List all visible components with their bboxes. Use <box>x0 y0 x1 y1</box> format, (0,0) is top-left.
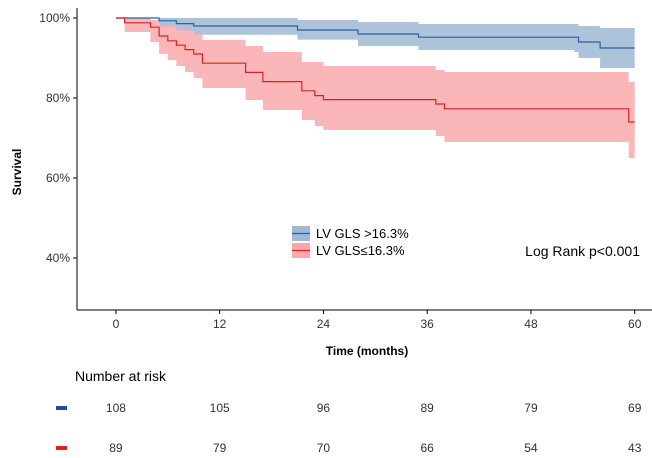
y-tick-label: 60% <box>46 171 70 185</box>
x-tick-label: 48 <box>524 317 538 331</box>
y-tick-label: 100% <box>39 11 70 25</box>
survival-curves <box>115 17 635 123</box>
risk-count: 79 <box>213 441 227 455</box>
legend-label-2: LV GLS≤16.3% <box>316 243 405 258</box>
y-tick-label: 80% <box>46 91 70 105</box>
x-axis-ticks: 0 12 24 36 48 60 <box>113 310 642 331</box>
confidence-band-2 <box>115 18 635 158</box>
risk-count: 43 <box>628 441 642 455</box>
risk-count: 89 <box>109 441 123 455</box>
x-axis-title: Time (months) <box>326 344 408 358</box>
risk-count: 70 <box>317 441 331 455</box>
confidence-band-1 <box>115 18 635 68</box>
risk-count: 54 <box>524 441 538 455</box>
y-axis-title: Survival <box>10 149 24 196</box>
risk-count: 66 <box>421 441 435 455</box>
axes <box>76 8 652 311</box>
risk-count: 69 <box>628 401 642 415</box>
risk-count: 96 <box>317 401 331 415</box>
risk-row-marker-2 <box>56 446 67 450</box>
risk-table: 108 105 96 89 79 69 89 79 70 66 54 43 <box>56 401 642 455</box>
x-tick-label: 36 <box>421 317 435 331</box>
confidence-bands <box>115 18 635 158</box>
legend: LV GLS >16.3% LV GLS≤16.3% <box>292 226 409 258</box>
x-tick-label: 60 <box>628 317 642 331</box>
legend-label-1: LV GLS >16.3% <box>316 226 409 241</box>
survival-curve-2 <box>115 17 635 123</box>
risk-count: 108 <box>106 401 126 415</box>
survival-curve-1 <box>115 17 635 49</box>
risk-count: 105 <box>210 401 230 415</box>
y-axis-ticks: 40% 60% 80% 100% <box>39 11 77 265</box>
x-tick-label: 24 <box>317 317 331 331</box>
risk-table-title: Number at risk <box>75 368 167 384</box>
log-rank-annotation: Log Rank p<0.001 <box>525 243 640 259</box>
x-tick-label: 12 <box>213 317 227 331</box>
x-tick-label: 0 <box>113 317 120 331</box>
risk-row-marker-1 <box>56 406 67 410</box>
y-tick-label: 40% <box>46 251 70 265</box>
risk-count: 79 <box>524 401 538 415</box>
risk-count: 89 <box>421 401 435 415</box>
